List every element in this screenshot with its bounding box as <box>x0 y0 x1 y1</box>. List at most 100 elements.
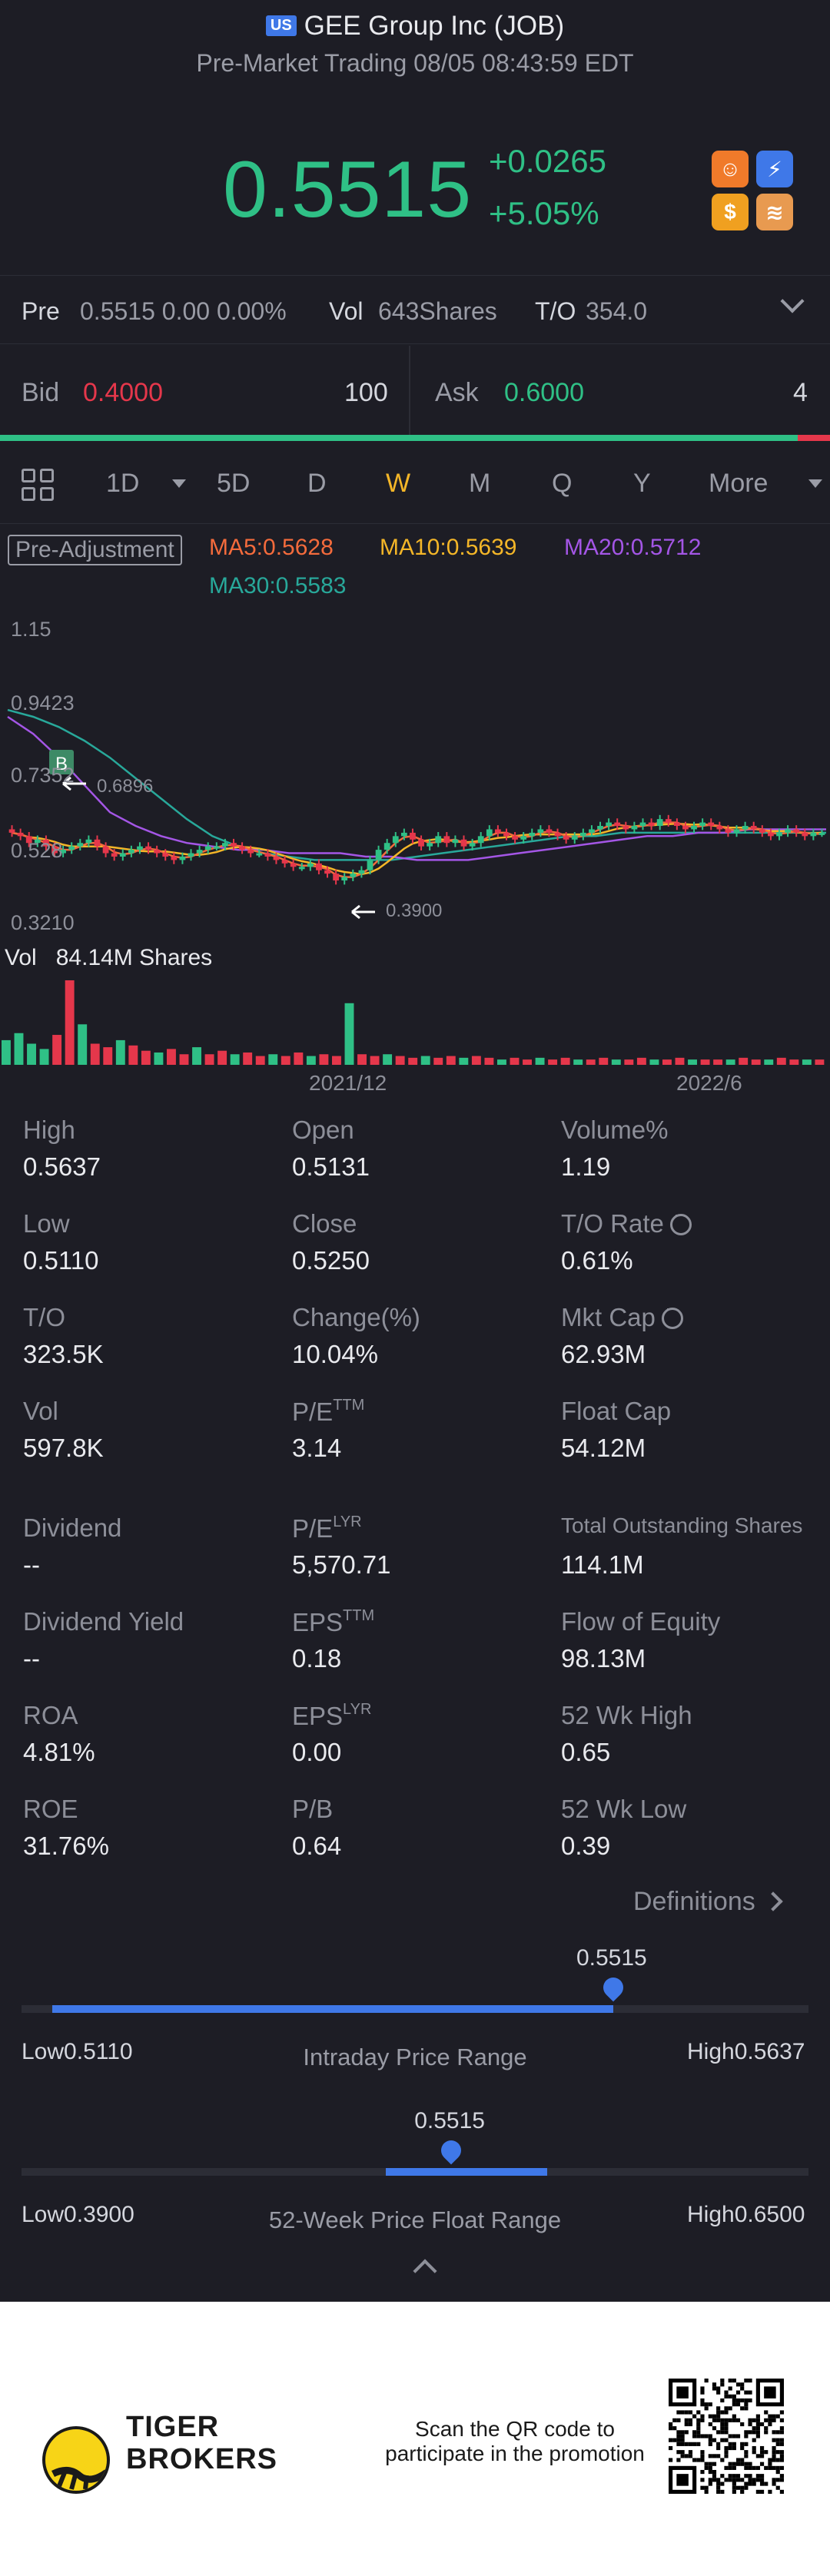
promo-text: Scan the QR code to participate in the p… <box>369 2417 661 2466</box>
candle-body <box>60 850 66 854</box>
volume-bar <box>370 1056 380 1065</box>
qr-module <box>759 2422 765 2427</box>
qr-module <box>716 2445 721 2451</box>
qr-module <box>716 2410 721 2415</box>
volume-bar <box>764 1059 774 1065</box>
bid-ratio-bar <box>0 435 798 441</box>
volume-bar <box>39 1049 49 1065</box>
qr-module <box>700 2414 705 2419</box>
qr-module <box>772 2482 776 2486</box>
stat-label: Close <box>292 1209 357 1238</box>
qr-module <box>696 2410 701 2415</box>
tab-q[interactable]: Q <box>552 469 573 498</box>
volume-bar <box>624 1059 634 1065</box>
ma10-value: MA10:0.5639 <box>380 535 517 560</box>
info-icon[interactable] <box>661 1301 683 1329</box>
chevron-down-icon[interactable] <box>780 289 805 313</box>
candle-body <box>699 822 706 827</box>
qr-finder <box>676 2386 689 2399</box>
qr-module <box>779 2454 784 2458</box>
grid-layout-icon[interactable] <box>22 469 57 504</box>
candle-body <box>324 870 330 874</box>
qr-module <box>712 2454 717 2458</box>
candle-body <box>818 832 825 835</box>
candle-body <box>810 832 817 837</box>
volume-bar <box>446 1056 456 1065</box>
volume-bar <box>548 1059 558 1065</box>
qr-module <box>676 2418 681 2422</box>
definitions-link[interactable]: Definitions <box>633 1887 783 1917</box>
lightning-icon[interactable]: ⚡ <box>756 151 793 187</box>
candle-body <box>606 822 612 827</box>
qr-module <box>716 2430 721 2435</box>
y-tick-3: 0.7352 <box>11 764 75 787</box>
qr-module <box>708 2434 712 2438</box>
tab-more[interactable]: More <box>709 469 769 498</box>
volume-bar <box>65 980 75 1065</box>
intraday-pin-icon <box>599 1973 628 2002</box>
candle-body <box>43 839 49 847</box>
ma20-value: MA20:0.5712 <box>564 535 702 560</box>
volume-value: 84.14M Shares <box>55 945 213 970</box>
qr-module <box>775 2465 780 2470</box>
ma5-value: MA5:0.5628 <box>209 535 334 560</box>
pre-adjustment-toggle[interactable]: Pre-Adjustment <box>8 535 182 565</box>
qr-module <box>728 2462 732 2466</box>
dropdown-triangle-icon[interactable] <box>172 479 186 488</box>
tab-1d[interactable]: 1D <box>106 469 140 498</box>
candle-body <box>196 850 203 854</box>
volume-bar <box>688 1059 697 1065</box>
volume-bar <box>535 1057 545 1065</box>
pre-values: 0.5515 0.00 0.00% <box>80 297 287 325</box>
qr-module <box>684 2418 689 2422</box>
stat-value: 0.64 <box>292 1832 342 1860</box>
stat-value: -- <box>23 1644 40 1673</box>
layers-icon[interactable]: ≋ <box>756 194 793 230</box>
qr-module <box>696 2422 701 2427</box>
candlestick-chart[interactable]: B <box>0 599 830 930</box>
qr-module <box>744 2434 749 2438</box>
volume-chart[interactable] <box>0 976 830 1066</box>
volume-bar <box>115 1039 125 1065</box>
promo-line-1: Scan the QR code to <box>415 2417 615 2441</box>
candle-body <box>793 829 800 833</box>
qr-code[interactable] <box>669 2379 784 2494</box>
tab-m[interactable]: M <box>469 469 491 498</box>
tab-w[interactable]: W <box>386 469 411 498</box>
qr-module <box>720 2422 725 2427</box>
info-icon[interactable] <box>669 1207 692 1235</box>
candle-body <box>383 843 390 850</box>
volume-bar <box>751 1059 761 1065</box>
qr-module <box>740 2478 745 2482</box>
trading-session: Pre-Market Trading 08/05 08:43:59 EDT <box>196 49 634 77</box>
collapse-chevron-up-icon[interactable] <box>413 2259 437 2283</box>
stat-label: Low <box>23 1209 70 1238</box>
volume-title: Vol <box>5 945 37 970</box>
candle-body <box>665 819 672 823</box>
volume-bar <box>2 1039 11 1065</box>
more-triangle-icon[interactable] <box>808 479 822 488</box>
tab-5d[interactable]: 5D <box>217 469 251 498</box>
qr-module <box>720 2426 725 2431</box>
qr-module <box>764 2450 769 2455</box>
candle-body <box>179 856 186 860</box>
tiger-face-icon[interactable]: ☺ <box>712 151 749 187</box>
candle-body <box>546 829 553 833</box>
qr-module <box>735 2485 741 2490</box>
tab-d[interactable]: D <box>307 469 327 498</box>
high-marker-label: 0.6896 <box>97 776 154 797</box>
candle-body <box>477 836 484 844</box>
qr-module <box>735 2434 741 2438</box>
qr-module <box>700 2454 705 2458</box>
tab-y[interactable]: Y <box>633 469 651 498</box>
qr-module <box>772 2458 776 2462</box>
premarket-row[interactable]: Pre 0.5515 0.00 0.00% Vol 643Shares T/O … <box>0 275 830 344</box>
dollar-icon[interactable]: $ <box>712 194 749 230</box>
qr-module <box>680 2434 685 2438</box>
qr-module <box>768 2418 772 2422</box>
qr-module <box>752 2418 756 2422</box>
qr-module <box>724 2418 729 2422</box>
x-tick-1: 2021/12 <box>309 1071 387 1095</box>
candle-body <box>68 846 75 850</box>
qr-module <box>748 2462 752 2466</box>
